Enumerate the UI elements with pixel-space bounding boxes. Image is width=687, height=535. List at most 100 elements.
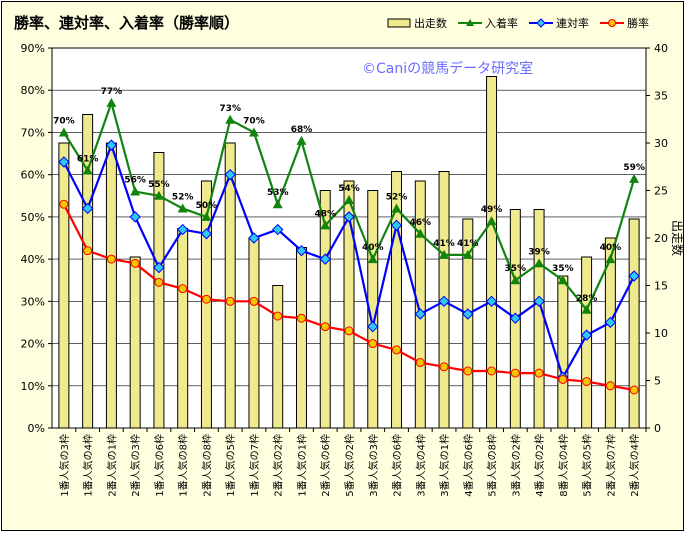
bar xyxy=(105,142,117,429)
nyuchaku-marker xyxy=(201,211,212,221)
nyuchaku-marker xyxy=(557,275,568,285)
nyuchaku-marker xyxy=(415,228,426,238)
rentai-marker xyxy=(105,139,118,151)
shoritsu-marker xyxy=(59,199,69,209)
nyuchaku-data-label: 28% xyxy=(576,294,598,304)
legend-swatch-rentai xyxy=(529,18,553,28)
y-left-tick-label: 90% xyxy=(21,42,45,55)
x-tick-label: 3番人気の4枠 xyxy=(414,434,427,497)
bar xyxy=(414,180,426,429)
bar xyxy=(177,228,189,429)
nyuchaku-marker xyxy=(391,203,402,213)
nyuchaku-data-label: 50% xyxy=(196,201,218,211)
y-left-tick-label: 10% xyxy=(21,380,45,393)
x-tick-label: 5番人気の5枠 xyxy=(581,434,594,497)
x-tick-label: 2番人気の6枠 xyxy=(391,434,404,497)
rentai-marker xyxy=(343,211,355,223)
legend-item-nyuchaku: 入着率 xyxy=(458,15,518,31)
rentai-marker xyxy=(604,316,617,329)
y-right-tick-label: 15 xyxy=(654,280,668,293)
rentai-marker xyxy=(485,295,498,308)
nyuchaku-marker xyxy=(225,114,236,124)
shoritsu-marker xyxy=(225,296,235,306)
x-tick-label: 1番人気の3枠 xyxy=(58,434,71,497)
y-left-tick-label: 0% xyxy=(28,422,45,435)
rentai-marker xyxy=(176,223,189,236)
nyuchaku-data-label: 70% xyxy=(53,116,75,126)
shoritsu-marker xyxy=(534,368,544,378)
rentai-marker xyxy=(272,223,284,236)
nyuchaku-marker xyxy=(153,190,164,200)
shoritsu-marker xyxy=(273,311,283,321)
y-right-tick-label: 5 xyxy=(654,375,661,388)
nyuchaku-data-label: 49% xyxy=(481,205,503,215)
bar xyxy=(486,76,498,429)
bar xyxy=(604,237,616,429)
rentai-marker xyxy=(414,308,426,320)
shoritsu-marker xyxy=(154,277,164,287)
x-tick-label: 8番人気の4枠 xyxy=(557,434,570,497)
rentai-marker xyxy=(58,156,70,168)
x-tick-label: 1番人気の5枠 xyxy=(224,434,237,497)
x-tick-label: 1番人気の8枠 xyxy=(177,434,190,497)
legend-item-shoritsu: 勝率 xyxy=(600,15,649,31)
bar xyxy=(129,256,141,429)
nyuchaku-marker xyxy=(486,216,497,226)
shoritsu-marker xyxy=(487,366,497,376)
shoritsu-marker xyxy=(582,377,592,387)
rentai-marker xyxy=(153,261,165,274)
x-tick-label: 1番人気の7枠 xyxy=(248,434,261,497)
x-tick-label: 3番人気の2枠 xyxy=(509,434,522,497)
nyuchaku-marker xyxy=(510,275,521,285)
x-tick-label: 5番人気の8枠 xyxy=(486,434,499,497)
shoritsu-marker xyxy=(558,374,568,384)
bar xyxy=(200,180,212,429)
nyuchaku-marker xyxy=(296,135,307,145)
nyuchaku-data-label: 68% xyxy=(291,125,313,135)
bar xyxy=(272,285,284,429)
shoritsu-marker xyxy=(392,345,402,355)
shoritsu-marker xyxy=(510,368,520,378)
chart-title: 勝率、連対率、入着率（勝率順） xyxy=(14,14,240,32)
nyuchaku-data-label: 40% xyxy=(600,243,622,253)
nyuchaku-marker xyxy=(130,186,141,196)
y-right-tick-label: 40 xyxy=(654,42,668,55)
y-right-tick-label: 35 xyxy=(654,90,668,103)
nyuchaku-marker xyxy=(367,254,378,264)
bar xyxy=(557,275,569,429)
nyuchaku-marker xyxy=(58,127,69,137)
legend-label-nyuchaku: 入着率 xyxy=(485,17,518,30)
shoritsu-marker xyxy=(629,385,639,395)
shoritsu-marker xyxy=(605,381,615,391)
shoritsu-marker xyxy=(344,326,354,336)
shoritsu-marker xyxy=(201,294,211,304)
y-right-tick-label: 30 xyxy=(654,137,668,150)
y-left-tick-label: 60% xyxy=(21,169,45,182)
bar xyxy=(82,114,94,429)
rentai-marker xyxy=(81,202,94,215)
nyuchaku-marker xyxy=(106,97,117,107)
bar xyxy=(628,218,640,429)
legend-label-bars: 出走数 xyxy=(414,17,447,30)
y-left-tick-label: 70% xyxy=(21,126,45,139)
x-tick-label: 1番人気の6枠 xyxy=(153,434,166,497)
nyuchaku-marker xyxy=(82,165,93,175)
legend-item-bars: 出走数 xyxy=(387,15,447,31)
rentai-marker xyxy=(129,211,141,223)
nyuchaku-data-label: 73% xyxy=(219,104,241,114)
nyuchaku-data-label: 54% xyxy=(338,184,360,194)
bar xyxy=(319,190,331,429)
x-tick-label: 1番人気の1枠 xyxy=(295,434,308,497)
nyuchaku-data-label: 55% xyxy=(148,180,170,190)
nyuchaku-marker xyxy=(439,249,450,259)
y-right-tick-label: 20 xyxy=(654,232,668,245)
nyuchaku-marker xyxy=(177,203,188,213)
y-right-tick-label: 25 xyxy=(654,185,668,198)
nyuchaku-data-label: 48% xyxy=(314,209,336,219)
nyuchaku-marker xyxy=(605,254,616,264)
shoritsu-marker xyxy=(130,258,140,268)
rentai-marker xyxy=(200,228,213,240)
rentai-marker xyxy=(319,253,331,265)
legend-swatch-bars xyxy=(387,18,411,28)
